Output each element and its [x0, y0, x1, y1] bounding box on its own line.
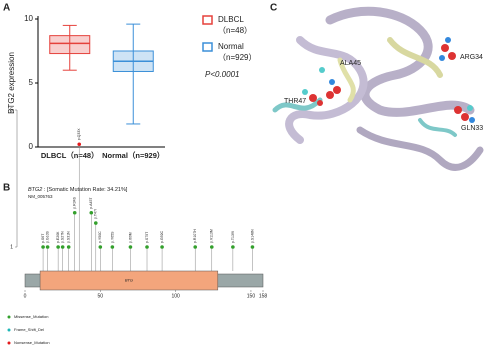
x-tick-label: Normal（n=929） [102, 150, 164, 160]
transcript: NM_005763 [28, 194, 53, 199]
mutation-dot [209, 245, 214, 249]
mutation-label: p.G92C [160, 230, 164, 243]
mutation-label: p.Y50C [98, 231, 102, 243]
domain [39, 270, 219, 291]
legend-swatch [202, 15, 213, 25]
x-tick-label: 100 [171, 293, 180, 299]
legend-note: （n=48） [218, 26, 252, 35]
x-tick-label: 50 [98, 293, 104, 299]
panel-label: C [270, 3, 277, 14]
panel-label: B [3, 183, 10, 194]
mutation-label: p.S27N [61, 231, 65, 243]
mutation-label: p.R107H [193, 229, 197, 243]
mutation-dot [128, 245, 133, 249]
mutation-label: p.R34S [73, 196, 77, 208]
protein-structure [272, 6, 484, 171]
x-tick-label: 150 [247, 293, 256, 299]
mutation-label: p.Q33X [77, 128, 81, 141]
y-tick-label: 1 [10, 244, 13, 250]
y-axis-title: BTG2 expression [7, 52, 16, 114]
legend-label: Nonsense_Mutation [14, 340, 50, 345]
legend-label: DLBCL [218, 15, 244, 24]
mutation-dot [77, 142, 82, 147]
legend-dot [7, 328, 11, 332]
mutation-dot [98, 245, 103, 249]
residue-label: THR47 [284, 98, 306, 105]
mutation-dot [72, 210, 77, 215]
mutation-label: p.A45T [89, 197, 93, 209]
legend-dot [7, 315, 11, 319]
legend-dot [7, 341, 11, 345]
mutation-label: p.E20K [56, 231, 60, 243]
mutation-label: p.T139I [231, 231, 235, 243]
mutation-label: p.S148N [250, 229, 254, 243]
mutation-dot [193, 245, 198, 249]
domain-label: BTG [125, 278, 133, 283]
mutation-label: p.S6T [41, 233, 45, 243]
mutation-dot [45, 245, 50, 249]
x-tick-label: 0 [24, 293, 27, 299]
mutation-dot [66, 245, 71, 249]
mutation-label: p.T47I [94, 209, 98, 219]
mutation-label: p.V113M [210, 229, 214, 243]
y-tick-label: 0 [29, 142, 34, 151]
mutation-dot [231, 245, 235, 249]
mutation-label: p.S75T [145, 231, 149, 243]
mutation-dot [41, 245, 45, 249]
mutation-dot [250, 245, 255, 249]
x-tick-label: DLBCL（n=48） [41, 150, 99, 160]
annotation: P<0.0001 [205, 70, 239, 79]
residue-atoms [302, 37, 475, 123]
box [49, 35, 91, 55]
residue-label: ARG34 [460, 54, 483, 61]
mutation-label: p.G10S [46, 230, 50, 243]
mutation-dot [160, 245, 164, 249]
mutation-dot [89, 210, 94, 215]
mutation-dot [110, 245, 115, 249]
legend-swatch [202, 42, 213, 52]
mutation-dot [60, 245, 65, 249]
y-tick-label: 10 [24, 14, 33, 23]
mutation-label: p.S31N [67, 231, 71, 243]
mutation-dot [56, 245, 60, 249]
x-tick-label: 158 [259, 293, 268, 299]
y-tick-label: 5 [10, 107, 13, 113]
title: : [Somatic Mutation Rate: 34.21%] [42, 187, 127, 193]
y-tick-label: 5 [29, 78, 34, 87]
residue-label: GLN33 [461, 125, 483, 132]
plot-title: BTG2 : [Somatic Mutation Rate: 34.21%] [28, 187, 128, 193]
mutation-dot [145, 245, 149, 249]
legend-note: （n=929） [218, 53, 256, 62]
panel-label: A [3, 3, 10, 14]
mutation-dot [93, 221, 98, 225]
legend-label: Missense_Mutation [14, 314, 48, 319]
legend-label: Frame_Shift_Del [14, 327, 44, 332]
legend-label: Normal [218, 42, 244, 51]
mutation-label: p.I69M [128, 232, 132, 243]
residue-label: ALA45 [340, 60, 361, 67]
gene-name: BTG2 [28, 187, 42, 193]
mutation-label: p.Y65S [110, 231, 114, 243]
